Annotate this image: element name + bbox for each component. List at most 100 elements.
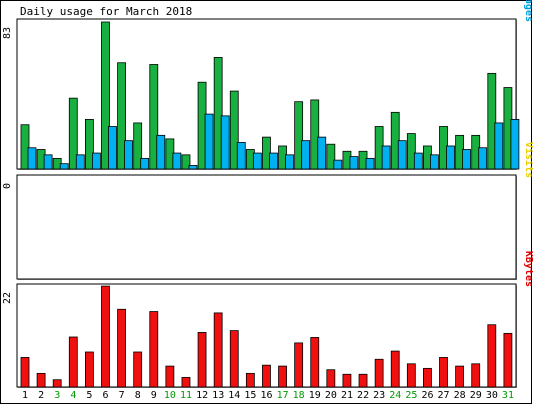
- chart-panel-2: 0 Visits: [2, 142, 533, 280]
- kbytes-bar: [262, 364, 271, 388]
- kbytes-bar: [36, 372, 46, 388]
- kbytes-bar: [390, 350, 400, 388]
- x-tick-label: 2: [38, 390, 44, 401]
- kbytes-bar: [423, 367, 432, 388]
- files-bar: [75, 154, 85, 170]
- kbytes-bar: [358, 373, 368, 388]
- x-tick-label: 15: [244, 390, 256, 401]
- chart-panel-1: 83 Hits/Files/Pages: [2, 0, 533, 170]
- kbytes-bar: [20, 357, 30, 388]
- files-bar: [317, 136, 327, 170]
- x-tick-label: 25: [405, 390, 417, 401]
- files-bar: [269, 152, 278, 170]
- hits-bar: [149, 64, 159, 170]
- x-tick-label: 30: [486, 390, 498, 401]
- files-bar: [43, 154, 53, 170]
- files-bar: [381, 145, 391, 170]
- files-bar: [59, 163, 69, 170]
- files-bar: [156, 134, 166, 170]
- hits-bar: [101, 21, 110, 170]
- kbytes-bar: [229, 330, 239, 388]
- files-bar: [510, 119, 520, 170]
- hits-bar: [84, 119, 94, 170]
- y-axis-max-label: 0: [2, 183, 13, 189]
- hits-bar: [213, 57, 223, 170]
- hits-bar: [68, 97, 78, 170]
- kbytes-bar: [406, 363, 416, 388]
- files-bar: [349, 156, 359, 170]
- files-bar: [430, 154, 439, 170]
- kbytes-bar: [52, 379, 62, 388]
- x-tick-label: 10: [164, 390, 176, 401]
- hits-bar: [310, 99, 320, 170]
- x-tick-label: 28: [454, 390, 466, 401]
- x-tick-label: 16: [260, 390, 272, 401]
- files-bar: [204, 113, 214, 170]
- x-tick-label: 17: [277, 390, 289, 401]
- files-bar: [124, 140, 133, 170]
- files-bar: [220, 115, 230, 170]
- x-tick-label: 1: [22, 390, 28, 401]
- kbytes-bar: [310, 337, 320, 388]
- kbytes-bar: [487, 324, 497, 388]
- files-bar: [236, 142, 246, 170]
- x-tick-label: 24: [389, 390, 401, 401]
- kbytes-bar: [342, 373, 352, 388]
- x-tick-label: 18: [293, 390, 305, 401]
- kbytes-bar: [326, 369, 336, 388]
- series-label-segment: Pages: [523, 0, 533, 22]
- kbytes-bar: [278, 365, 287, 388]
- kbytes-bar: [455, 365, 465, 388]
- hits-bar: [487, 72, 497, 170]
- files-bar: [108, 126, 117, 170]
- kbytes-bar: [503, 332, 513, 388]
- files-bar: [172, 152, 182, 170]
- kbytes-bar: [133, 351, 143, 388]
- hits-bar: [229, 90, 239, 170]
- files-bar: [462, 149, 472, 170]
- files-bar: [413, 152, 423, 170]
- x-tick-label: 14: [228, 390, 240, 401]
- kbytes-bar: [245, 372, 255, 388]
- hits-bar: [294, 101, 304, 170]
- files-bar: [188, 165, 198, 170]
- x-tick-label: 11: [180, 390, 192, 401]
- x-tick-label: 27: [438, 390, 450, 401]
- panel-box: [16, 174, 517, 280]
- files-bar: [140, 157, 150, 170]
- hits-bar: [117, 62, 126, 170]
- x-tick-label: 22: [357, 390, 369, 401]
- chart-title: Daily usage for March 2018: [20, 5, 192, 18]
- series-label-segment: Visits: [523, 142, 533, 178]
- hits-bar: [20, 124, 30, 170]
- kbytes-bar: [213, 312, 223, 388]
- files-bar: [397, 140, 407, 170]
- hits-bar: [133, 122, 143, 170]
- kbytes-bar: [165, 365, 175, 388]
- x-tick-label: 20: [325, 390, 337, 401]
- kbytes-bar: [439, 357, 448, 388]
- kbytes-bar: [149, 311, 159, 388]
- x-tick-label: 31: [502, 390, 514, 401]
- series-label: Visits: [523, 142, 533, 178]
- kbytes-bar: [471, 363, 481, 388]
- kbytes-bar: [68, 336, 78, 388]
- x-tick-label: 19: [309, 390, 321, 401]
- x-tick-label: 12: [196, 390, 208, 401]
- hits-bar: [181, 154, 191, 170]
- y-axis-max-label: 22: [2, 292, 13, 304]
- files-bar: [365, 157, 375, 170]
- files-bar: [478, 147, 488, 170]
- x-tick-label: 29: [470, 390, 482, 401]
- kbytes-bar: [117, 308, 126, 388]
- x-tick-label: 7: [119, 390, 125, 401]
- x-tick-label: 4: [70, 390, 76, 401]
- files-bar: [285, 154, 294, 170]
- files-bar: [446, 145, 455, 170]
- x-tick-label: 6: [103, 390, 109, 401]
- hits-bar: [326, 143, 336, 170]
- files-bar: [494, 122, 504, 170]
